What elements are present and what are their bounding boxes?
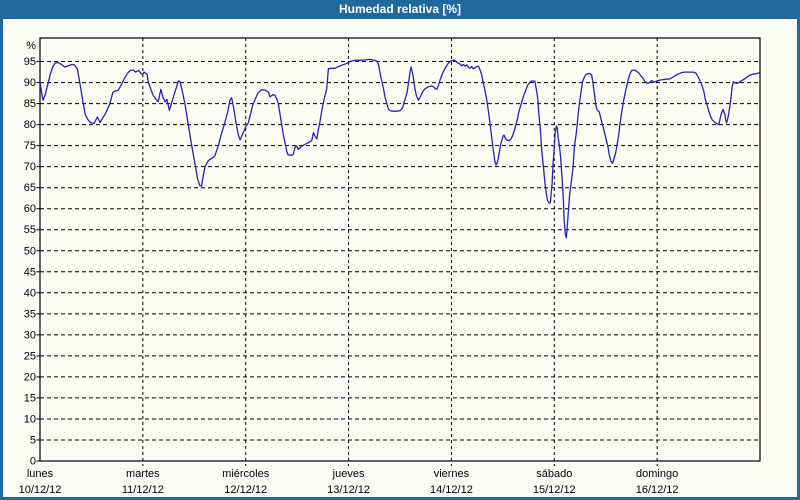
weekday-label: domingo: [636, 468, 678, 480]
x-axis-day-labels: lunes 10/12/12 martes 11/12/12 miércoles 12/1…: [19, 468, 679, 496]
y-tick-label: 0: [30, 456, 36, 468]
weekday-label: viernes: [434, 468, 470, 480]
date-label: 12/12/12: [224, 484, 267, 496]
weekday-label: miércoles: [222, 468, 270, 480]
date-label: 14/12/12: [430, 484, 473, 496]
window-title: Humedad relativa [%]: [338, 2, 462, 16]
y-tick-label: 75: [24, 140, 36, 152]
y-tick-label: 90: [24, 77, 36, 89]
y-tick-label: 50: [24, 245, 36, 257]
weekday-label: martes: [126, 468, 160, 480]
gridlines: [36, 38, 760, 466]
y-tick-label: 40: [24, 287, 36, 299]
y-tick-label: 20: [24, 371, 36, 383]
window-titlebar: Humedad relativa [%]: [0, 0, 800, 19]
date-label: 13/12/12: [327, 484, 370, 496]
y-tick-label: 70: [24, 161, 36, 173]
weekday-label: jueves: [332, 468, 365, 480]
y-tick-label: 5: [30, 434, 36, 446]
weekday-label: sábado: [536, 468, 572, 480]
y-tick-label: 10: [24, 413, 36, 425]
y-tick-label: 45: [24, 266, 36, 278]
y-tick-label: 60: [24, 203, 36, 215]
date-label: 15/12/12: [533, 484, 576, 496]
humidity-series-line: [39, 58, 760, 239]
y-tick-label: 35: [24, 308, 36, 320]
weekday-label: lunes: [27, 468, 54, 480]
data-series: [39, 58, 760, 239]
y-axis-unit-label: %: [26, 40, 36, 52]
y-tick-label: 65: [24, 182, 36, 194]
y-tick-label: 95: [24, 56, 36, 68]
y-axis-tick-labels: 0 5 10 15 20 25 30 35 40 45 50 55 60 65 70 75 80 85 90 95: [24, 56, 36, 467]
y-tick-label: 55: [24, 224, 36, 236]
date-label: 11/12/12: [122, 484, 164, 496]
date-label: 16/12/12: [636, 484, 679, 496]
y-tick-label: 30: [24, 329, 36, 341]
y-tick-label: 25: [24, 350, 36, 362]
y-tick-label: 80: [24, 119, 36, 131]
date-label: 10/12/12: [19, 484, 62, 496]
y-tick-label: 85: [24, 98, 36, 110]
y-tick-label: 15: [24, 392, 36, 404]
plot-border: [39, 37, 761, 462]
